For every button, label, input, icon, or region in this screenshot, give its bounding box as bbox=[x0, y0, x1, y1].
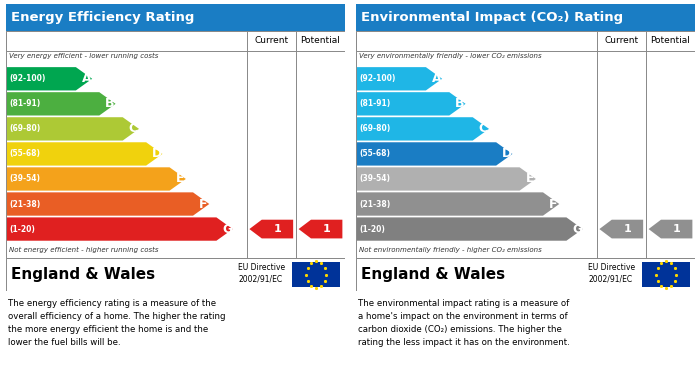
Text: The energy efficiency rating is a measure of the
overall efficiency of a home. T: The energy efficiency rating is a measur… bbox=[8, 299, 226, 347]
Polygon shape bbox=[7, 167, 186, 191]
Polygon shape bbox=[7, 92, 116, 115]
Polygon shape bbox=[649, 220, 692, 239]
Text: Not environmentally friendly - higher CO₂ emissions: Not environmentally friendly - higher CO… bbox=[359, 247, 542, 253]
Polygon shape bbox=[357, 67, 442, 90]
Text: F: F bbox=[550, 197, 558, 210]
Text: (92-100): (92-100) bbox=[360, 74, 396, 83]
Text: (81-91): (81-91) bbox=[10, 99, 41, 108]
Text: Current: Current bbox=[254, 36, 288, 45]
Text: B: B bbox=[105, 97, 115, 110]
Polygon shape bbox=[7, 217, 232, 241]
Text: The environmental impact rating is a measure of
a home's impact on the environme: The environmental impact rating is a mea… bbox=[358, 299, 570, 347]
Text: (55-68): (55-68) bbox=[360, 149, 391, 158]
Text: (39-54): (39-54) bbox=[10, 174, 41, 183]
Text: (21-38): (21-38) bbox=[360, 199, 391, 208]
Polygon shape bbox=[357, 117, 489, 140]
Text: England & Wales: England & Wales bbox=[360, 267, 505, 282]
Text: (55-68): (55-68) bbox=[10, 149, 41, 158]
Text: (1-20): (1-20) bbox=[10, 224, 36, 233]
Text: C: C bbox=[479, 122, 488, 135]
Text: (69-80): (69-80) bbox=[360, 124, 391, 133]
Polygon shape bbox=[357, 92, 466, 115]
Text: (1-20): (1-20) bbox=[360, 224, 386, 233]
Bar bbox=[6, 30, 345, 51]
Text: Potential: Potential bbox=[300, 36, 340, 45]
Polygon shape bbox=[599, 220, 643, 239]
Text: D: D bbox=[152, 147, 162, 160]
Polygon shape bbox=[357, 142, 512, 165]
Text: (81-91): (81-91) bbox=[360, 99, 391, 108]
Text: F: F bbox=[199, 197, 208, 210]
Text: G: G bbox=[572, 222, 582, 235]
Bar bbox=[6, 258, 345, 291]
Bar bbox=[356, 30, 695, 258]
Bar bbox=[293, 262, 340, 287]
Text: Environmental Impact (CO₂) Rating: Environmental Impact (CO₂) Rating bbox=[360, 11, 623, 24]
Text: (39-54): (39-54) bbox=[360, 174, 391, 183]
Text: Very energy efficient - lower running costs: Very energy efficient - lower running co… bbox=[9, 53, 158, 59]
Text: A: A bbox=[82, 72, 91, 85]
Text: A: A bbox=[432, 72, 441, 85]
Text: D: D bbox=[502, 147, 512, 160]
Polygon shape bbox=[357, 217, 582, 241]
Text: Very environmentally friendly - lower CO₂ emissions: Very environmentally friendly - lower CO… bbox=[359, 53, 542, 59]
Text: (21-38): (21-38) bbox=[10, 199, 41, 208]
Text: Energy Efficiency Rating: Energy Efficiency Rating bbox=[10, 11, 194, 24]
Text: E: E bbox=[176, 172, 184, 185]
Text: Current: Current bbox=[604, 36, 638, 45]
Bar bbox=[356, 30, 695, 51]
Text: EU Directive
2002/91/EC: EU Directive 2002/91/EC bbox=[588, 263, 636, 283]
Bar bbox=[356, 4, 695, 30]
Text: Not energy efficient - higher running costs: Not energy efficient - higher running co… bbox=[9, 247, 158, 253]
Polygon shape bbox=[249, 220, 293, 239]
Text: EU Directive
2002/91/EC: EU Directive 2002/91/EC bbox=[238, 263, 286, 283]
Polygon shape bbox=[7, 192, 209, 216]
Text: (92-100): (92-100) bbox=[10, 74, 46, 83]
Text: 1: 1 bbox=[323, 224, 330, 234]
Polygon shape bbox=[7, 67, 92, 90]
Bar bbox=[6, 4, 345, 30]
Polygon shape bbox=[7, 117, 139, 140]
Text: 1: 1 bbox=[673, 224, 680, 234]
Bar bbox=[356, 258, 695, 291]
Text: (69-80): (69-80) bbox=[10, 124, 41, 133]
Polygon shape bbox=[357, 167, 536, 191]
Polygon shape bbox=[299, 220, 342, 239]
Polygon shape bbox=[7, 142, 162, 165]
Text: 1: 1 bbox=[624, 224, 631, 234]
Text: G: G bbox=[222, 222, 232, 235]
Text: Potential: Potential bbox=[650, 36, 690, 45]
Text: C: C bbox=[129, 122, 138, 135]
Text: B: B bbox=[455, 97, 465, 110]
Polygon shape bbox=[357, 192, 559, 216]
Bar bbox=[6, 30, 345, 258]
Text: 1: 1 bbox=[274, 224, 281, 234]
Text: E: E bbox=[526, 172, 534, 185]
Bar bbox=[643, 262, 690, 287]
Text: England & Wales: England & Wales bbox=[10, 267, 155, 282]
